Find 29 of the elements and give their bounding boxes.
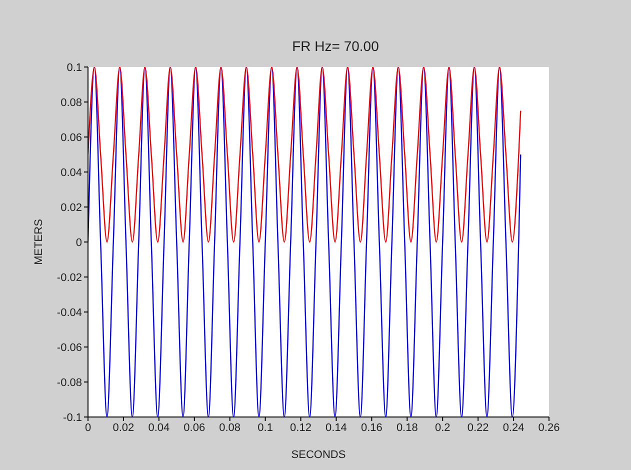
y-tick-label: 0.06	[60, 132, 82, 144]
x-tick-label: 0.14	[326, 422, 347, 434]
x-tick-label: 0.24	[502, 422, 524, 434]
x-tick-label: 0.04	[148, 422, 170, 434]
chart-title: FR Hz= 70.00	[291, 38, 380, 54]
x-tick-label: 0.12	[290, 422, 312, 434]
x-axis-title: SECONDS	[291, 449, 346, 461]
x-tick-label: 0.1	[258, 422, 273, 434]
y-tick-label: 0.1	[66, 62, 82, 74]
x-tick-label: 0.18	[396, 422, 418, 434]
x-tick-label: 0.16	[360, 422, 382, 434]
x-tick-label: 0	[84, 422, 92, 434]
y-tick-label: -0.08	[56, 376, 82, 389]
x-tick-label: 0.02	[112, 422, 134, 434]
y-tick-label: 0.08	[60, 96, 82, 109]
y-axis-title: METERS	[32, 219, 45, 265]
x-tick-label: 0.26	[538, 422, 560, 434]
y-tick-label: -0.04	[56, 306, 82, 319]
x-tick-label: 0.2	[434, 422, 450, 434]
line-series	[88, 67, 522, 243]
x-tick-label: 0.06	[184, 422, 206, 434]
y-tick-label: -0.06	[56, 342, 82, 354]
y-tick-label: 0	[76, 236, 82, 249]
x-tick-label: 0.22	[467, 422, 489, 434]
y-tick-label: 0.04	[60, 166, 82, 179]
y-tick-label: -0.02	[56, 272, 82, 284]
y-tick-label: -0.1	[63, 412, 82, 424]
y-tick-label: 0.02	[60, 202, 82, 214]
x-tick-label: 0.08	[219, 422, 241, 434]
